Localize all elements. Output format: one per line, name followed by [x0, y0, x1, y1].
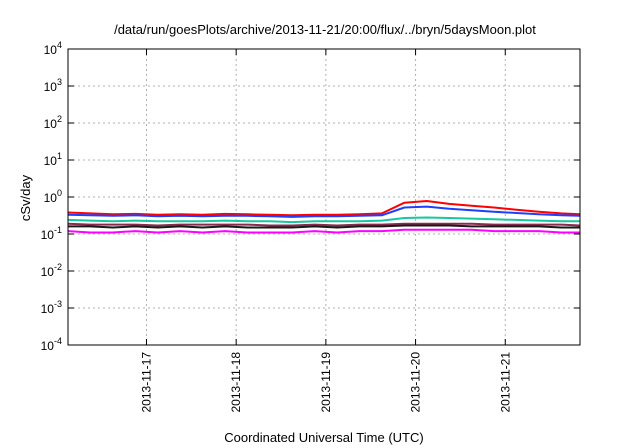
x-tick-label: 2013-11-20: [409, 352, 423, 413]
y-tick-label: 101: [44, 151, 62, 168]
y-tick-label: 10-2: [41, 262, 62, 279]
y-tick-label: 102: [44, 114, 62, 131]
series-line-6: [67, 228, 580, 234]
x-axis-label: Coordinated Universal Time (UTC): [224, 430, 423, 445]
series-line-1: [67, 200, 581, 217]
series-group: [67, 200, 581, 234]
grid: [68, 49, 580, 345]
y-tick-label: 10-4: [41, 336, 62, 353]
y-axis-label: cSv/day: [18, 174, 33, 221]
series-line-2: [67, 205, 581, 218]
series-line-3: [67, 216, 580, 224]
y-tick-label: 103: [44, 77, 62, 94]
y-tick-label: 104: [44, 40, 62, 57]
y-tick-label: 10-1: [41, 225, 62, 242]
x-tick-label: 2013-11-17: [139, 352, 153, 413]
x-tick-label: 2013-11-19: [319, 352, 333, 413]
x-axis-ticks: 2013-11-17 2013-11-18 2013-11-19 2013-11-20…: [139, 49, 512, 413]
y-tick-label: 100: [44, 188, 62, 205]
series-line-4: [67, 222, 581, 227]
chart-title: /data/run/goesPlots/archive/2013-11-21/2…: [114, 22, 536, 37]
x-tick-label: 2013-11-18: [229, 352, 243, 413]
y-tick-label: 10-3: [41, 299, 62, 316]
series-line-5: [68, 224, 580, 229]
x-tick-label: 2013-11-21: [498, 352, 512, 413]
